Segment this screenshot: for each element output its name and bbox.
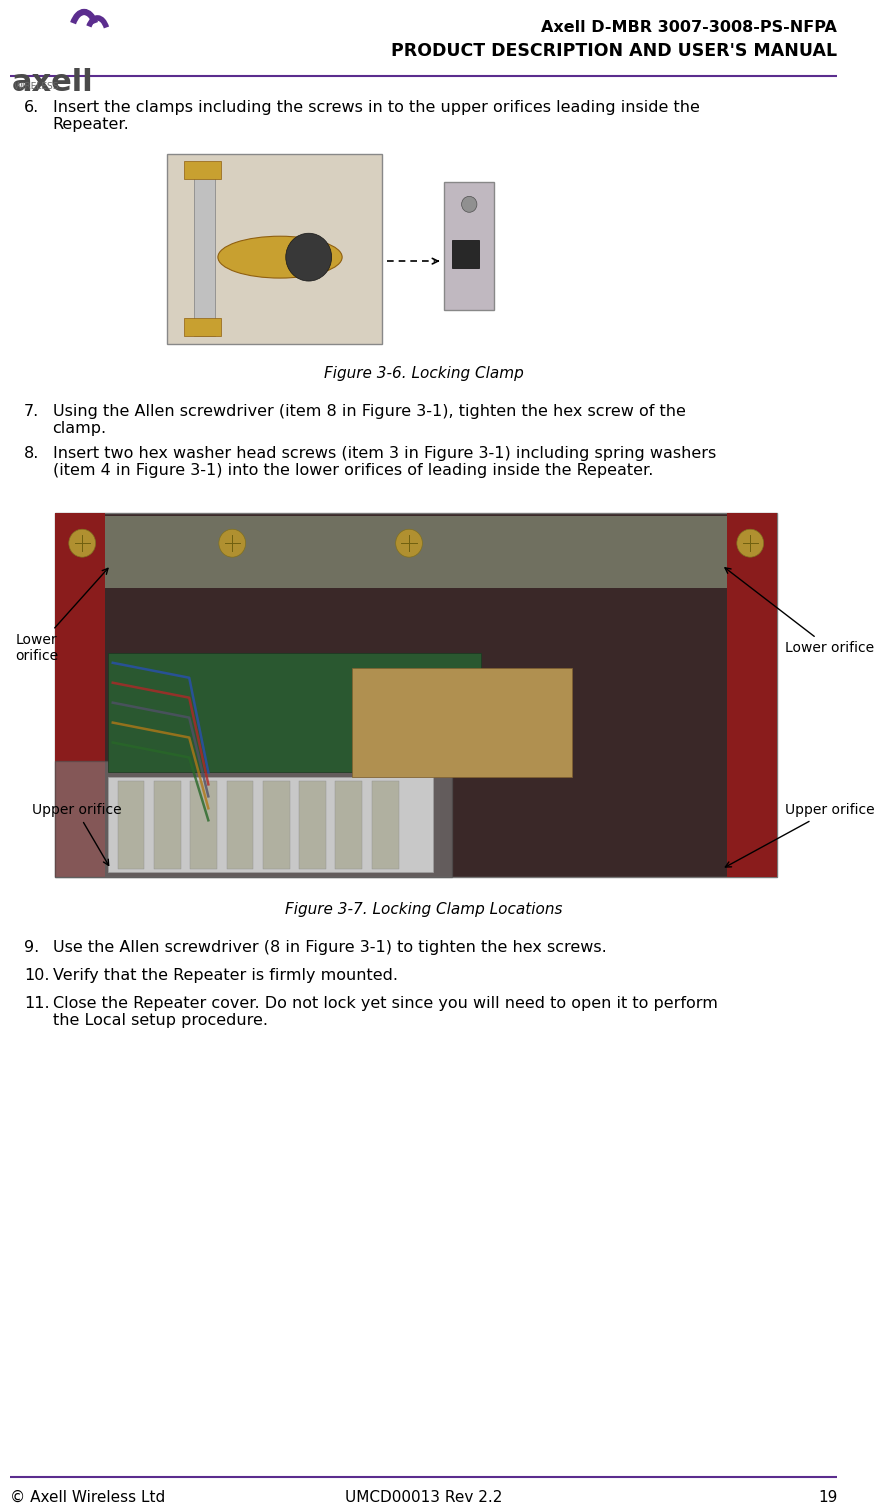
Bar: [227, 781, 253, 869]
Bar: [56, 513, 777, 878]
Text: Using the Allen screwdriver (item 8 in Figure 3-1), tighten the hex screw of the: Using the Allen screwdriver (item 8 in F…: [52, 404, 686, 436]
Text: Axell D-MBR 3007-3008-PS-NFPA: Axell D-MBR 3007-3008-PS-NFPA: [541, 20, 837, 35]
Text: 11.: 11.: [24, 995, 50, 1010]
Ellipse shape: [218, 237, 342, 277]
Bar: [184, 318, 221, 336]
Text: 8.: 8.: [24, 445, 39, 460]
Ellipse shape: [286, 234, 331, 280]
Bar: [56, 513, 105, 878]
Bar: [372, 781, 399, 869]
Circle shape: [737, 529, 764, 556]
Circle shape: [462, 196, 477, 213]
Text: axell: axell: [12, 68, 93, 97]
Bar: [352, 668, 571, 778]
Text: Close the Repeater cover. Do not lock yet since you will need to open it to perf: Close the Repeater cover. Do not lock ye…: [52, 995, 718, 1028]
Text: Figure 3-7. Locking Clamp Locations: Figure 3-7. Locking Clamp Locations: [284, 902, 562, 917]
Text: Lower orifice: Lower orifice: [725, 569, 874, 654]
Bar: [727, 513, 777, 878]
Text: Lower
orifice: Lower orifice: [15, 569, 108, 664]
Bar: [263, 781, 290, 869]
Bar: [108, 778, 433, 872]
Text: Upper orifice: Upper orifice: [32, 804, 121, 866]
Bar: [445, 182, 494, 311]
Text: Use the Allen screwdriver (8 in Figure 3-1) to tighten the hex screws.: Use the Allen screwdriver (8 in Figure 3…: [52, 939, 606, 955]
Text: 10.: 10.: [24, 968, 50, 983]
Text: Upper orifice: Upper orifice: [726, 804, 874, 867]
Circle shape: [219, 529, 245, 556]
Text: 6.: 6.: [24, 100, 39, 115]
Bar: [118, 781, 144, 869]
Bar: [184, 161, 221, 179]
Bar: [194, 163, 215, 336]
Bar: [167, 154, 382, 344]
Bar: [452, 240, 478, 268]
Text: WIRELESS: WIRELESS: [13, 81, 58, 90]
Polygon shape: [56, 760, 452, 878]
Text: UMCD00013 Rev 2.2: UMCD00013 Rev 2.2: [345, 1490, 502, 1505]
Bar: [299, 781, 326, 869]
Circle shape: [396, 529, 423, 556]
Text: 19: 19: [818, 1490, 837, 1505]
Text: © Axell Wireless Ltd: © Axell Wireless Ltd: [10, 1490, 165, 1505]
Bar: [336, 781, 362, 869]
Text: PRODUCT DESCRIPTION AND USER'S MANUAL: PRODUCT DESCRIPTION AND USER'S MANUAL: [391, 42, 837, 60]
Bar: [108, 653, 481, 772]
Bar: [154, 781, 181, 869]
Text: Insert the clamps including the screws in to the upper orifices leading inside t: Insert the clamps including the screws i…: [52, 100, 699, 133]
Text: Figure 3-6. Locking Clamp: Figure 3-6. Locking Clamp: [323, 366, 524, 382]
Text: 9.: 9.: [24, 939, 39, 955]
Bar: [105, 516, 727, 588]
Text: Verify that the Repeater is firmly mounted.: Verify that the Repeater is firmly mount…: [52, 968, 398, 983]
Bar: [190, 781, 217, 869]
Circle shape: [69, 529, 96, 556]
Text: Insert two hex washer head screws (item 3 in Figure 3-1) including spring washer: Insert two hex washer head screws (item …: [52, 445, 716, 478]
Text: 7.: 7.: [24, 404, 39, 419]
